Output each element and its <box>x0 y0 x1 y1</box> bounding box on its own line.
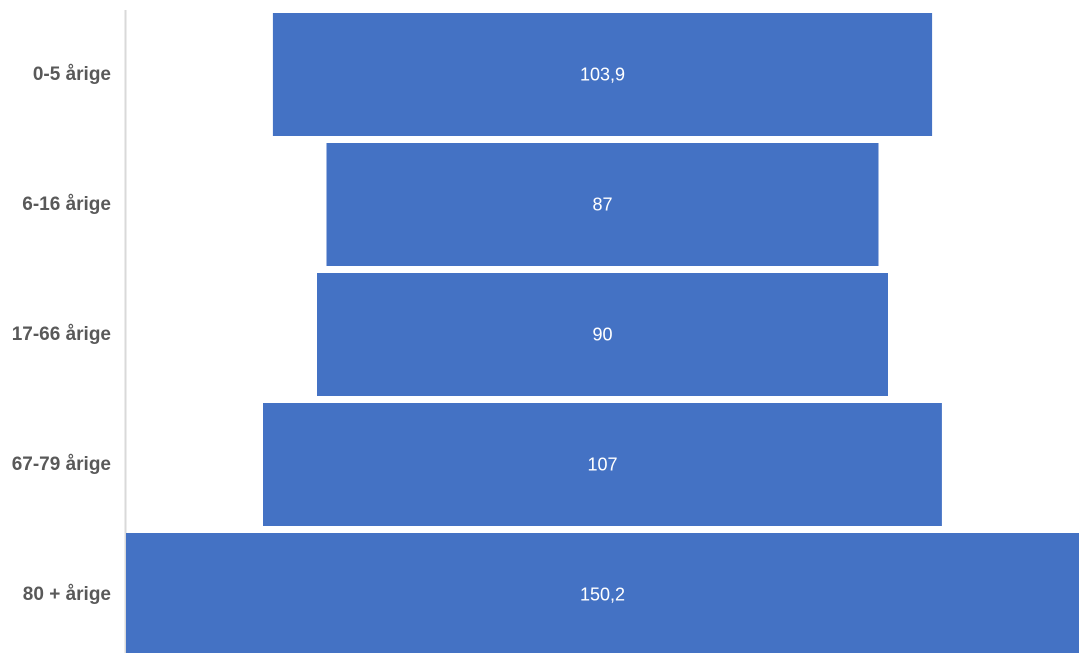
data-label-1: 87 <box>592 195 612 215</box>
value-labels-group: 103,9 87 90 107 150,2 <box>580 65 625 605</box>
category-label-1: 6-16 årige <box>22 194 111 215</box>
category-label-4: 80 + årige <box>23 584 111 605</box>
data-label-4: 150,2 <box>580 585 625 605</box>
bars-group <box>126 13 1079 653</box>
bar-0 <box>272 13 933 136</box>
category-label-2: 17-66 årige <box>12 324 111 345</box>
bar-4 <box>126 533 1079 653</box>
category-label-0: 0-5 årige <box>33 64 111 85</box>
category-labels-group: 0-5 årige 6-16 årige 17-66 årige 67-79 årig… <box>12 64 111 605</box>
category-label-3: 67-79 årige <box>12 454 111 475</box>
bar-2 <box>317 273 888 396</box>
bar-1 <box>326 143 879 266</box>
data-label-3: 107 <box>587 455 617 475</box>
bar-3 <box>263 403 942 526</box>
data-label-0: 103,9 <box>580 65 625 85</box>
data-label-2: 90 <box>592 325 612 345</box>
